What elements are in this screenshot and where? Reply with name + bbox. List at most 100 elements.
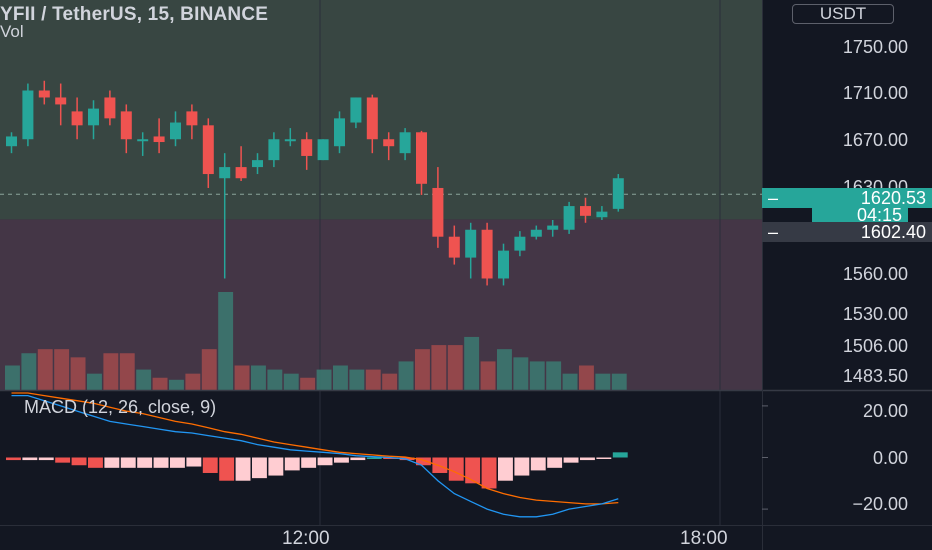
volume-bar <box>398 361 414 390</box>
candle-body <box>465 229 477 258</box>
candle-body <box>153 136 165 143</box>
candle-body <box>334 118 345 147</box>
candle-body <box>596 211 608 218</box>
macd-tick: 0.00 <box>872 448 908 468</box>
macd-histogram-bar <box>448 457 464 481</box>
candle-body <box>448 236 460 258</box>
volume-bar <box>431 345 447 390</box>
candles <box>6 80 624 286</box>
volume-bar <box>267 369 283 390</box>
candle-body <box>88 108 99 126</box>
macd-histogram-bar <box>432 457 448 473</box>
macd-histogram-bar <box>547 457 563 468</box>
volume-bar <box>595 373 611 390</box>
volume-bar <box>283 373 299 390</box>
last-price-label: 1620.53 <box>860 188 926 208</box>
price-marker-icon: – <box>768 188 779 208</box>
candle-body <box>104 97 116 119</box>
macd-histogram-bar <box>301 457 317 468</box>
macd-histogram-bar <box>596 457 612 459</box>
volume-bar <box>136 369 152 390</box>
currency-button[interactable]: USDT <box>792 4 894 24</box>
volume-bar <box>447 345 463 390</box>
last-price-badge: – 1620.53 <box>762 188 932 208</box>
macd-signal-line <box>11 392 619 505</box>
macd-main-line <box>11 394 619 518</box>
macd-histogram-bar <box>252 457 267 479</box>
candle-body <box>170 122 181 140</box>
macd-histogram-bar <box>88 457 103 468</box>
volume-bar <box>464 336 480 390</box>
macd-histogram-bar <box>563 457 579 463</box>
volume-bar <box>513 357 529 390</box>
macd-histogram-bar <box>170 457 185 468</box>
volume-label[interactable]: Vol <box>0 22 24 41</box>
time-tick: 12:00 <box>282 528 330 549</box>
candle-body <box>432 187 444 237</box>
macd-histogram-bar <box>137 457 153 468</box>
volume-bar <box>300 377 316 390</box>
line-marker-icon: – <box>768 222 779 242</box>
macd-histogram-bar <box>120 457 136 468</box>
symbol-title[interactable]: YFII / TetherUS, 15, BINANCE <box>0 4 269 25</box>
price-tick: 1710.00 <box>842 83 908 103</box>
line-price-badge: – 1602.40 <box>762 222 932 242</box>
candle-body <box>530 229 542 237</box>
volume-bar <box>349 369 365 390</box>
candle-body <box>137 139 149 142</box>
volume-bar <box>497 349 512 390</box>
macd-indicator-label[interactable]: MACD (12, 26, close, 9) <box>24 397 217 417</box>
macd-lines <box>11 392 619 518</box>
candle-body <box>498 250 509 279</box>
candle-body <box>186 111 198 126</box>
candle-body <box>547 225 559 230</box>
volume-bar <box>70 357 86 390</box>
volume-bar <box>169 379 184 390</box>
candle-body <box>6 136 17 147</box>
macd-histogram-bar <box>498 457 513 481</box>
macd-histogram-bar <box>416 457 431 466</box>
macd-histogram-bar <box>317 457 333 466</box>
volume-bar <box>103 353 119 390</box>
price-tick: 1750.00 <box>842 37 908 57</box>
candle-body <box>235 167 247 179</box>
macd-tick: 20.00 <box>862 401 908 421</box>
volume-bar <box>611 373 627 390</box>
candle-body <box>366 97 378 140</box>
volume-bar <box>21 353 37 390</box>
volume-bar <box>251 365 266 390</box>
macd-histogram-bar <box>530 457 546 471</box>
grid-lines <box>319 0 721 525</box>
macd-histogram-bar <box>481 457 497 489</box>
volume-bar <box>382 373 398 390</box>
candle-body <box>71 111 83 126</box>
candle-body <box>563 206 575 230</box>
candle-body <box>38 90 50 98</box>
macd-histogram-bar <box>71 457 87 466</box>
volume-bar <box>5 365 20 390</box>
volume-bar <box>480 361 496 390</box>
volume-bar <box>529 361 545 390</box>
macd-histogram-bar <box>334 457 349 463</box>
candle-body <box>350 97 362 123</box>
volume-bar <box>365 369 381 390</box>
volume-bar <box>119 353 135 390</box>
volume-bar <box>415 349 430 390</box>
line-price-label: 1602.40 <box>860 222 926 242</box>
macd-histogram-bar <box>219 457 235 481</box>
candle-body <box>580 206 591 216</box>
macd-histogram-bar <box>6 457 21 461</box>
candle-body <box>252 160 263 168</box>
macd-histogram-bar <box>399 457 415 461</box>
volume-bar <box>579 365 594 390</box>
candle-body <box>317 139 329 161</box>
candle-body <box>399 132 411 154</box>
macd-histogram <box>6 452 628 489</box>
volume-bar <box>218 292 234 390</box>
price-tick: 1483.50 <box>842 366 908 386</box>
macd-histogram-bar <box>350 457 366 461</box>
macd-histogram-bar <box>366 457 382 459</box>
